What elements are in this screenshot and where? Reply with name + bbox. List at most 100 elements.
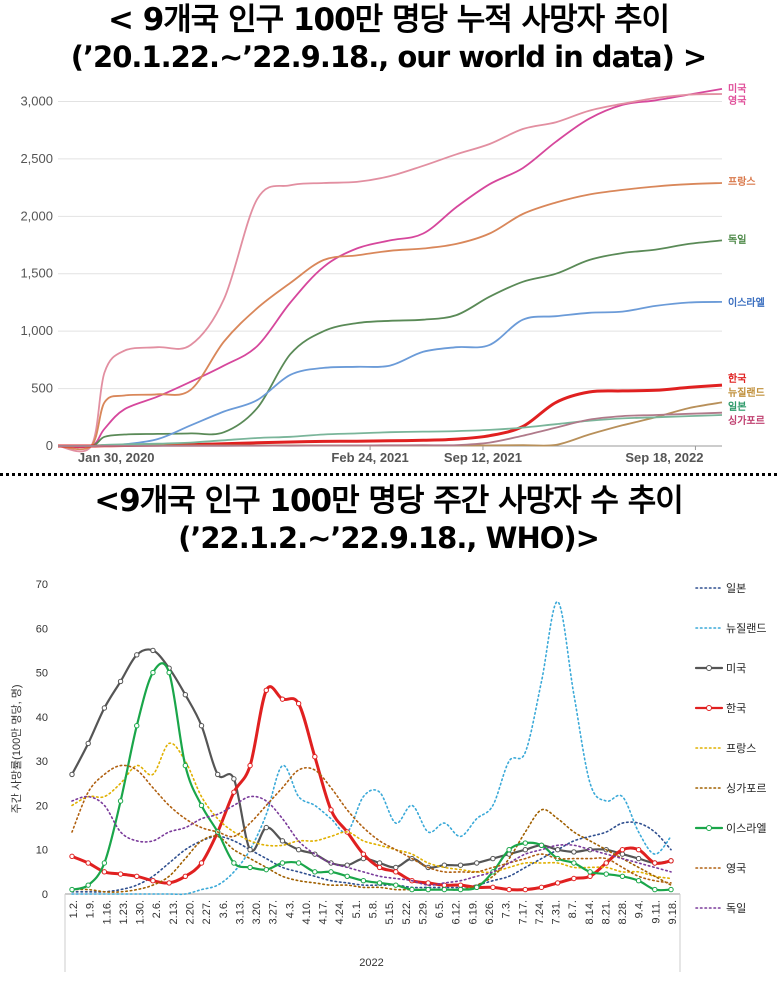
x-tick-label: 2.13. [168, 900, 180, 924]
x-tick-label: 1.23. [118, 900, 130, 924]
x-tick-label: 7.24. [534, 900, 546, 924]
legend-label: 프랑스 [726, 742, 756, 755]
x-tick-label: 9.11. [650, 900, 662, 924]
x-tick-label: 9.18. [667, 900, 679, 924]
series-line-6-이스라엘 [70, 662, 673, 892]
data-point [231, 860, 237, 866]
data-point [474, 884, 480, 891]
weekly-deaths-chart: 0 10 20 30 40 50 60 70 주간 사망률(100만 명당, 명) 1.2. 1.9… [10, 579, 766, 972]
legend-label: 한국 [726, 702, 746, 715]
y-tick-label: 0 [42, 889, 48, 901]
data-point [263, 824, 269, 831]
data-point [150, 647, 156, 654]
x-tick-label: 1.30. [135, 900, 147, 924]
data-point [182, 692, 189, 698]
data-point [587, 869, 593, 875]
x-tick-label: 5.29. [417, 900, 429, 924]
legend-item: 미국 [694, 662, 746, 675]
data-point [117, 678, 124, 685]
legend-label: 이스라엘 [726, 822, 766, 835]
series-end-label: 미국 [728, 82, 746, 95]
x-tick-label: 4.24. [334, 900, 346, 924]
data-point [506, 886, 512, 893]
y-tick-label: 60 [36, 623, 48, 635]
x-tick-label: 2.20. [184, 900, 196, 924]
series-line-0-미국 [57, 88, 723, 449]
data-point [393, 869, 399, 875]
data-point [490, 884, 496, 891]
legend-label: 일본 [726, 581, 746, 595]
x-tick-label: 4.17. [318, 900, 330, 924]
data-point [344, 873, 350, 879]
x-tick-label: 3.6. [218, 900, 230, 918]
data-point [554, 880, 561, 886]
data-point [425, 880, 431, 886]
data-point [295, 860, 302, 866]
x-tick-label: 3.27. [268, 900, 280, 924]
x-tick-label: 6.26. [484, 900, 496, 924]
series-end-label: 일본 [728, 400, 746, 413]
data-point [150, 669, 156, 676]
y-tick-label: 50 [36, 668, 48, 680]
legend-label: 미국 [726, 662, 746, 675]
series-end-label: 영국 [728, 94, 746, 107]
x-tick-label: 7.17. [517, 900, 529, 924]
data-point [457, 882, 464, 888]
legend-label: 독일 [726, 901, 746, 915]
data-point [231, 776, 237, 782]
data-point [117, 871, 124, 877]
series-line-1-영국 [57, 93, 723, 453]
data-point [522, 886, 528, 893]
data-point [263, 866, 269, 873]
y-tick-label: 70 [36, 579, 48, 591]
x-tick-label: 3.13. [234, 900, 246, 924]
data-point [360, 851, 367, 857]
data-point [101, 705, 108, 711]
data-point [69, 853, 75, 860]
data-point [182, 873, 189, 879]
x-tick-label: 1.9. [85, 900, 97, 918]
legend-item: 일본 [695, 581, 746, 595]
y-tick-label: 30 [36, 756, 48, 768]
x-tick-label: 2.6. [151, 900, 163, 918]
data-point [134, 873, 140, 879]
data-point [101, 860, 108, 866]
data-point [166, 669, 172, 676]
data-point [635, 878, 642, 884]
x-tick-label: 4.10. [301, 900, 313, 924]
series-line-3-독일 [57, 239, 723, 448]
data-point [117, 798, 124, 804]
series-end-label: 뉴질랜드 [728, 386, 765, 399]
legend-item: 뉴질랜드 [695, 622, 766, 635]
x-tick-label: 7.31. [551, 900, 563, 924]
x-tick-label: 3.20. [251, 900, 263, 924]
x-tick-label: 6.19. [467, 900, 479, 924]
chart2-title-line2: (’22.1.2.~’22.9.18., WHO)> [178, 521, 600, 555]
data-point [522, 847, 528, 853]
data-point [474, 860, 480, 866]
x-tick-label: 5.22. [401, 900, 413, 924]
data-point [506, 847, 512, 853]
x-tick-label: 6.12. [451, 900, 463, 924]
data-point [376, 860, 383, 866]
cumulative-deaths-chart: 0 500 1,000 1,500 2,000 2,500 3,000 Jan 30, 202… [20, 82, 765, 465]
data-point [85, 882, 91, 888]
x-axis-title: 2022 [359, 957, 383, 969]
legend-marker [706, 705, 712, 711]
data-point [571, 860, 577, 866]
x-tick-label: 5.15. [384, 900, 396, 924]
data-point [69, 886, 75, 893]
series-line-1-뉴질랜드 [71, 600, 672, 896]
data-point [376, 864, 383, 871]
data-point [668, 886, 674, 893]
x-tick-label: 8.14. [584, 900, 596, 924]
y-tick-label: 40 [36, 712, 48, 724]
y-tick-label: 2,000 [20, 208, 53, 223]
y-tick-label: 500 [31, 381, 53, 396]
series-line-4-프랑스 [71, 742, 672, 880]
data-point [457, 886, 464, 893]
y-tick-label: 0 [46, 438, 53, 453]
data-point [538, 842, 545, 848]
data-point [393, 864, 399, 871]
x-tick-label: 4.3. [284, 900, 296, 918]
